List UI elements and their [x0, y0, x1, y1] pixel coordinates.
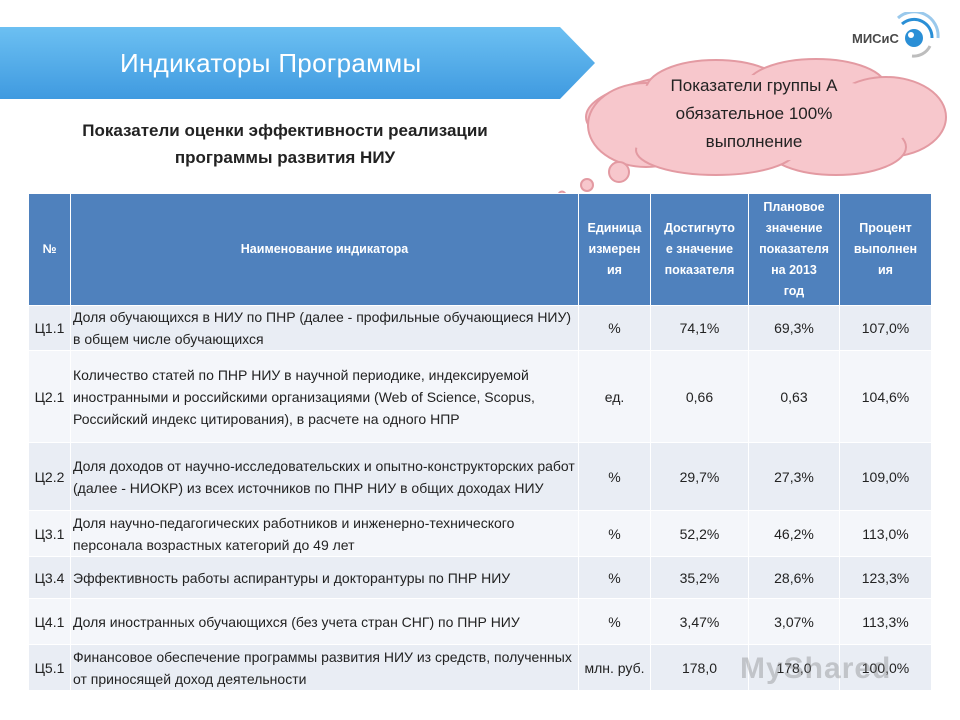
row-percent: 104,6% — [839, 350, 932, 443]
row-achieved: 178,0 — [650, 644, 749, 691]
header-percent-line: выполнен — [853, 242, 918, 256]
table-row: Ц2.1 Количество статей по ПНР НИУ в науч… — [28, 350, 932, 443]
callout-line-1: Показатели группы А — [670, 76, 838, 95]
header-achieved: Достигнуто е значение показателя — [650, 193, 749, 306]
row-planned: 3,07% — [748, 598, 840, 645]
row-name: Доля научно-педагогических работников и … — [70, 510, 579, 557]
row-name: Эффективность работы аспирантуры и докто… — [70, 556, 579, 599]
row-achieved: 74,1% — [650, 305, 749, 351]
row-planned: 46,2% — [748, 510, 840, 557]
header-achieved-line: показателя — [664, 263, 735, 277]
row-name: Доля обучающихся в НИУ по ПНР (далее - п… — [70, 305, 579, 351]
row-code: Ц5.1 — [28, 644, 71, 691]
row-achieved: 0,66 — [650, 350, 749, 443]
header-achieved-line: Достигнуто — [664, 221, 735, 235]
row-planned: 178,0 — [748, 644, 840, 691]
row-code: Ц4.1 — [28, 598, 71, 645]
header-unit-line: Единица — [587, 221, 642, 235]
table-row: Ц3.1 Доля научно-педагогических работник… — [28, 510, 932, 557]
row-unit: % — [578, 305, 651, 351]
row-code: Ц3.4 — [28, 556, 71, 599]
row-code: Ц1.1 — [28, 305, 71, 351]
indicators-table: № Наименование индикатора Единица измере… — [28, 193, 932, 691]
subtitle-line-2: программы развития НИУ — [174, 148, 396, 167]
row-code: Ц3.1 — [28, 510, 71, 557]
row-code: Ц2.2 — [28, 442, 71, 511]
row-name: Количество статей по ПНР НИУ в научной п… — [70, 350, 579, 443]
logo-text: МИСиС — [852, 31, 899, 46]
callout-line-2: обязательное 100% — [675, 104, 833, 123]
banner-arrow-shape — [0, 27, 595, 99]
header-planned-line: значение — [765, 221, 823, 235]
header-name: Наименование индикатора — [70, 193, 579, 306]
header-unit: Единица измерен ия — [578, 193, 651, 306]
header-percent-line: ия — [878, 263, 893, 277]
header-achieved-line: е значение — [665, 242, 734, 256]
table-row: Ц1.1 Доля обучающихся в НИУ по ПНР (дале… — [28, 305, 932, 351]
header-planned-line: на 2013 — [771, 263, 817, 277]
row-unit: ед. — [578, 350, 651, 443]
table-row: Ц2.2 Доля доходов от научно-исследовател… — [28, 442, 932, 511]
row-name: Финансовое обеспечение программы развити… — [70, 644, 579, 691]
header-banner: Индикаторы Программы — [0, 27, 595, 99]
row-percent: 109,0% — [839, 442, 932, 511]
row-achieved: 35,2% — [650, 556, 749, 599]
row-unit: млн. руб. — [578, 644, 651, 691]
header-percent: Процент выполнен ия — [839, 193, 932, 306]
logo-rings-icon — [896, 12, 940, 58]
row-planned: 69,3% — [748, 305, 840, 351]
row-percent: 113,0% — [839, 510, 932, 557]
row-percent: 113,3% — [839, 598, 932, 645]
row-planned: 28,6% — [748, 556, 840, 599]
row-achieved: 3,47% — [650, 598, 749, 645]
row-name: Доля иностранных обучающихся (без учета … — [70, 598, 579, 645]
page-title: Индикаторы Программы — [120, 48, 422, 78]
header-planned-line: показателя — [759, 242, 829, 256]
header-unit-line: ия — [607, 263, 622, 277]
row-achieved: 52,2% — [650, 510, 749, 557]
row-percent: 123,3% — [839, 556, 932, 599]
row-percent: 107,0% — [839, 305, 932, 351]
header-planned-line: Плановое — [763, 200, 825, 214]
callout-text: Показатели группы А обязательное 100% вы… — [614, 72, 894, 156]
header-unit-line: измерен — [588, 242, 641, 256]
table-row: Ц3.4 Эффективность работы аспирантуры и … — [28, 556, 932, 599]
misis-logo: МИСиС — [852, 12, 942, 58]
header-percent-line: Процент — [859, 221, 912, 235]
table-row: Ц4.1 Доля иностранных обучающихся (без у… — [28, 598, 932, 645]
row-name: Доля доходов от научно-исследовательских… — [70, 442, 579, 511]
header-num: № — [28, 193, 71, 306]
header-planned-line: год — [783, 284, 805, 298]
row-unit: % — [578, 556, 651, 599]
table-row: Ц5.1 Финансовое обеспечение программы ра… — [28, 644, 932, 691]
callout-line-3: выполнение — [705, 132, 803, 151]
thought-cloud-callout — [557, 58, 947, 200]
row-unit: % — [578, 510, 651, 557]
watermark-text: MyShared — [740, 652, 892, 685]
row-planned: 27,3% — [748, 442, 840, 511]
row-percent: 100,0% — [839, 644, 932, 691]
table-subtitle: Показатели оценки эффективности реализац… — [20, 117, 550, 171]
row-unit: % — [578, 442, 651, 511]
table-header-row: № Наименование индикатора Единица измере… — [28, 193, 932, 306]
row-unit: % — [578, 598, 651, 645]
header-planned: Плановое значение показателя на 2013 год — [748, 193, 840, 306]
subtitle-line-1: Показатели оценки эффективности реализац… — [82, 121, 488, 140]
row-planned: 0,63 — [748, 350, 840, 443]
row-code: Ц2.1 — [28, 350, 71, 443]
row-achieved: 29,7% — [650, 442, 749, 511]
